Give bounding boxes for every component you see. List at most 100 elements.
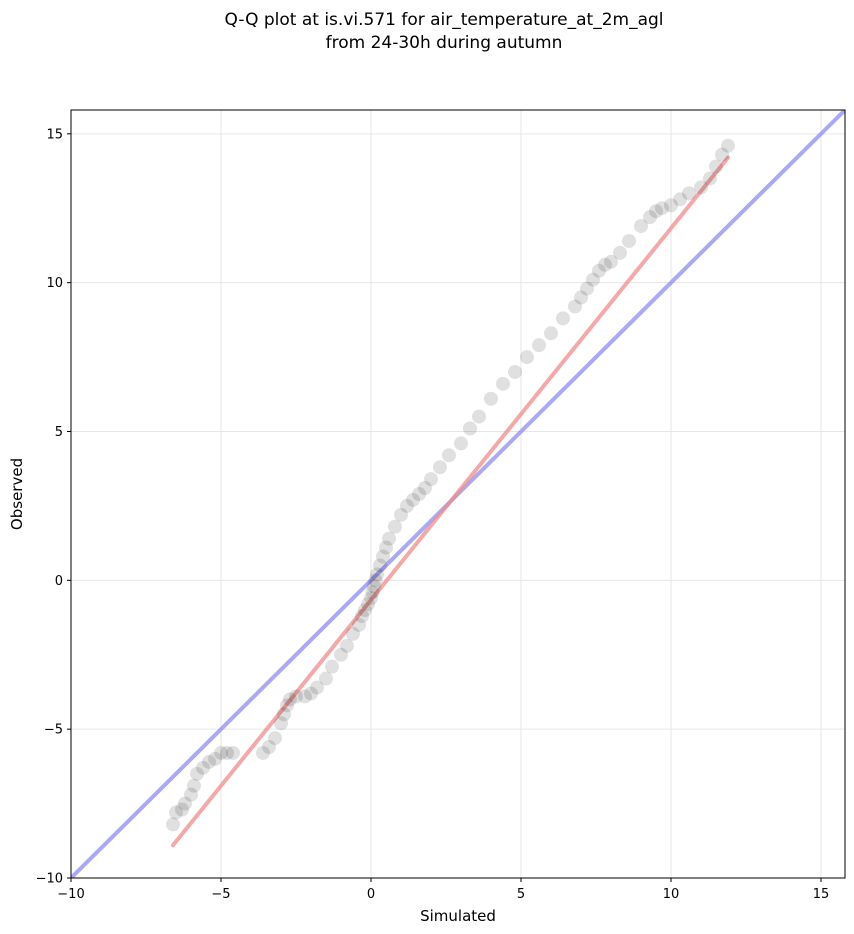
y-tick-label: 0 <box>55 574 63 589</box>
data-point <box>304 686 318 701</box>
data-point <box>256 745 270 760</box>
y-tick-label: 5 <box>55 425 63 440</box>
data-point <box>280 698 294 713</box>
data-point <box>622 233 636 248</box>
data-point <box>454 436 468 451</box>
data-point <box>373 558 387 573</box>
data-point <box>442 448 456 463</box>
chart-title-line-2: from 24-30h during autumn <box>326 33 563 53</box>
data-point <box>520 350 534 365</box>
data-point <box>262 740 276 755</box>
data-point <box>418 481 432 496</box>
data-point <box>268 731 282 746</box>
data-point <box>586 272 600 287</box>
data-point <box>214 745 228 760</box>
data-point <box>433 460 447 475</box>
data-point <box>400 498 414 513</box>
data-point <box>346 626 360 641</box>
data-point <box>202 754 216 769</box>
data-point <box>388 519 402 534</box>
data-point <box>364 591 378 606</box>
data-point <box>334 647 348 662</box>
data-point <box>184 787 198 802</box>
data-point <box>544 326 558 341</box>
data-point <box>394 507 408 522</box>
ticks: −10 −5 0 5 10 15 −10 −5 0 5 10 15 <box>36 127 830 902</box>
x-tick-label: −10 <box>57 887 84 902</box>
plot-area <box>71 110 845 878</box>
plot-content <box>71 110 845 878</box>
data-point <box>325 659 339 674</box>
data-point <box>568 299 582 314</box>
data-point <box>709 159 723 174</box>
x-tick-label: 15 <box>813 887 830 902</box>
data-point <box>376 549 390 564</box>
x-axis-label: Simulated <box>420 907 496 925</box>
data-point <box>283 692 297 707</box>
x-tick-label: 10 <box>663 887 680 902</box>
data-point <box>682 186 696 201</box>
data-point <box>664 198 678 213</box>
data-point <box>721 138 735 153</box>
data-point <box>598 257 612 272</box>
data-point <box>274 716 288 731</box>
data-point <box>370 567 384 582</box>
data-point <box>196 760 210 775</box>
data-point <box>352 617 366 632</box>
data-point <box>703 171 717 186</box>
data-point <box>463 421 477 436</box>
data-point <box>484 391 498 406</box>
data-point <box>406 492 420 507</box>
x-tick-label: 0 <box>367 887 375 902</box>
data-point <box>226 745 240 760</box>
x-tick-label: −5 <box>211 887 230 902</box>
data-point <box>169 805 183 820</box>
data-point <box>367 579 381 594</box>
data-point <box>424 472 438 487</box>
data-point <box>655 201 669 216</box>
data-point <box>613 245 627 260</box>
data-point <box>496 376 510 391</box>
data-point <box>472 409 486 424</box>
data-point <box>310 680 324 695</box>
data-point <box>220 745 234 760</box>
data-point <box>175 802 189 817</box>
data-point <box>694 180 708 195</box>
data-point <box>508 364 522 379</box>
y-axis-label: Observed <box>8 458 26 530</box>
y-tick-label: 10 <box>46 276 63 291</box>
y-tick-label: 15 <box>46 127 63 142</box>
grid <box>70 110 845 879</box>
data-point <box>289 689 303 704</box>
data-point <box>532 338 546 353</box>
data-point <box>319 671 333 686</box>
data-point <box>298 689 312 704</box>
data-point <box>365 585 380 600</box>
y-tick-label: −10 <box>36 872 63 887</box>
data-point <box>382 531 396 546</box>
fit-line <box>171 155 730 848</box>
data-point <box>649 204 663 219</box>
plot-frame <box>70 109 846 879</box>
data-point <box>208 751 222 766</box>
data-point <box>166 817 180 832</box>
data-point <box>187 778 201 793</box>
data-point <box>673 192 687 207</box>
data-point <box>592 263 606 278</box>
data-point <box>358 603 372 618</box>
data-point <box>340 638 354 653</box>
y-tick-label: −5 <box>44 723 63 738</box>
data-point <box>715 147 729 162</box>
data-point <box>178 796 192 811</box>
data-point <box>556 311 570 326</box>
data-point <box>361 597 375 612</box>
data-point <box>412 487 426 501</box>
data-point <box>604 254 618 269</box>
data-point <box>355 609 369 624</box>
data-point <box>643 210 657 225</box>
data-point <box>580 281 594 296</box>
data-point <box>277 707 291 722</box>
data-point <box>379 540 393 555</box>
chart-title-line-1: Q-Q plot at is.vi.571 for air_temperatur… <box>224 10 663 30</box>
